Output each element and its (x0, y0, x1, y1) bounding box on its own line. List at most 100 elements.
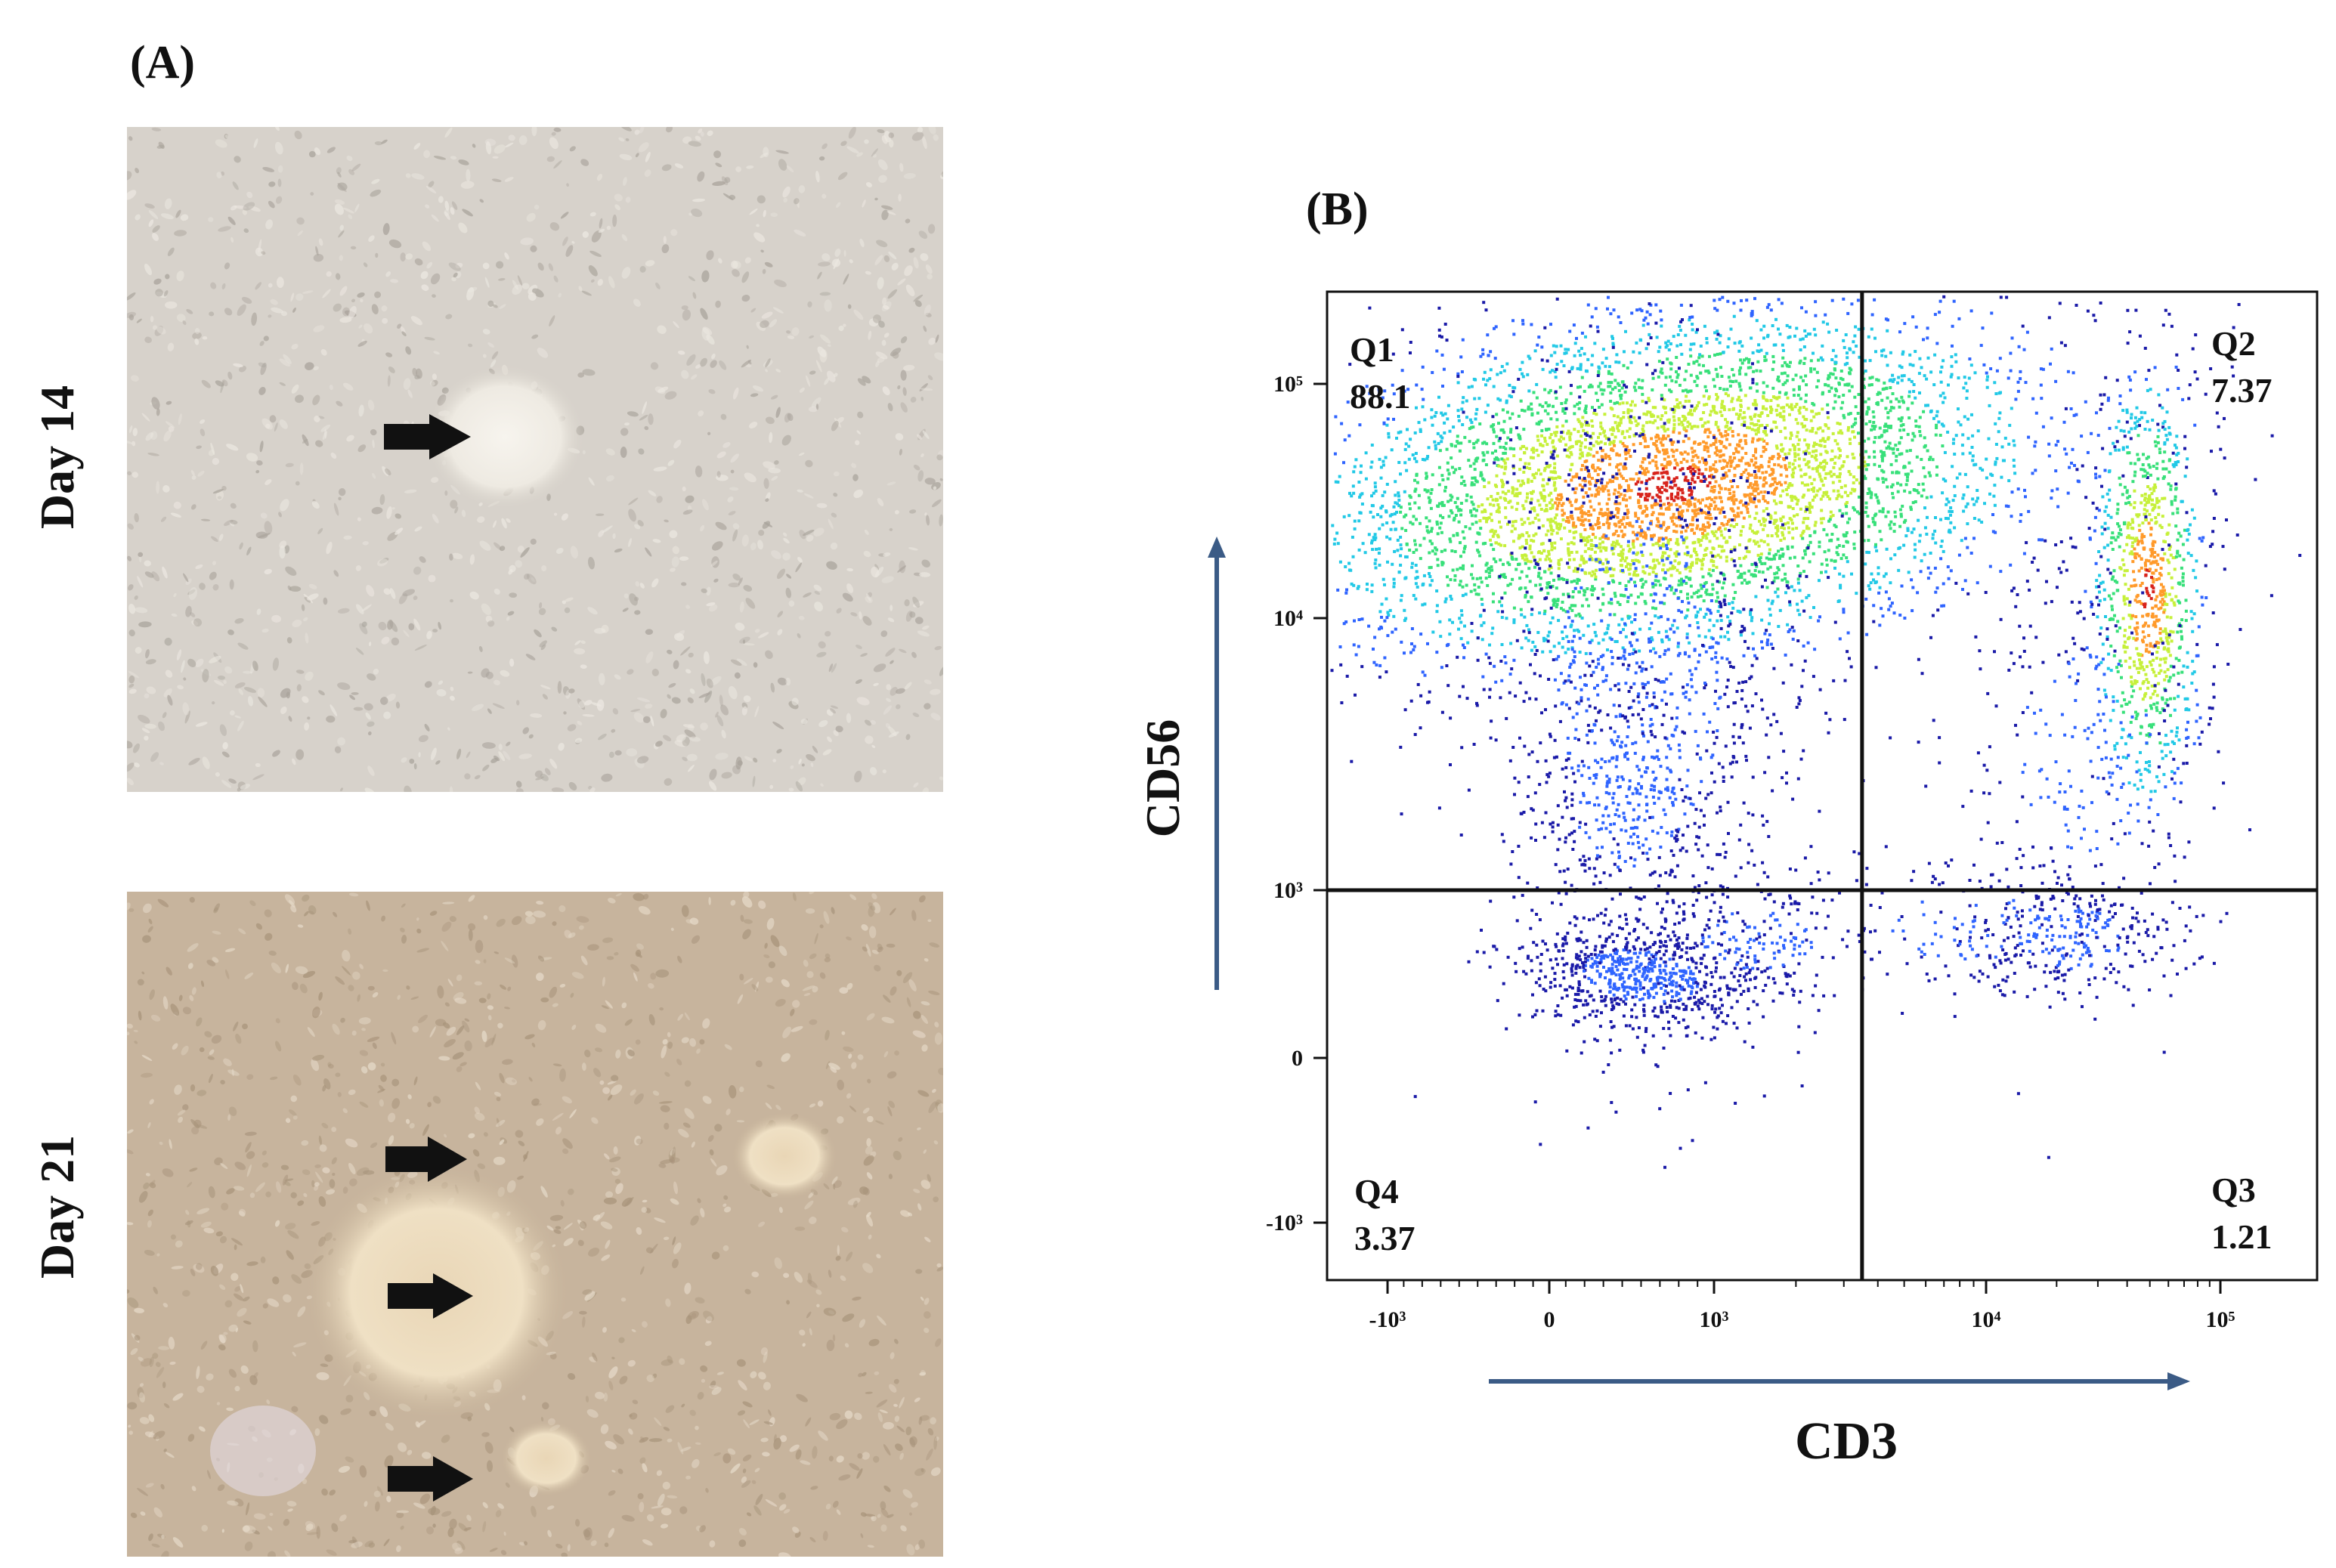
event-dot (1693, 505, 1697, 509)
event-dot (1843, 363, 1847, 366)
event-dot (1951, 441, 1955, 445)
event-dot (1574, 487, 1578, 490)
event-dot (1769, 410, 1772, 413)
event-dot (1976, 429, 1980, 433)
event-dot (1557, 522, 1561, 526)
event-dot (1693, 512, 1697, 515)
event-dot (1853, 395, 1857, 399)
event-dot (1924, 404, 1928, 407)
event-dot (1478, 422, 1482, 425)
event-dot (2028, 588, 2031, 592)
event-dot (1779, 415, 1783, 419)
event-dot (1601, 456, 1604, 459)
event-dot (1821, 391, 1824, 394)
event-dot (2054, 543, 2058, 546)
event-dot (1733, 342, 1737, 345)
event-dot (1338, 560, 1342, 564)
event-dot (1652, 533, 1656, 537)
event-dot (1449, 716, 1453, 720)
event-dot (1769, 308, 1773, 312)
event-dot (1898, 546, 1901, 549)
event-dot (1786, 364, 1790, 368)
event-dot (1490, 425, 1493, 428)
event-dot (1447, 515, 1451, 518)
event-dot (1564, 419, 1568, 423)
event-dot (1643, 457, 1647, 461)
event-dot (1752, 402, 1756, 406)
event-dot (1880, 398, 1884, 402)
event-dot (1796, 602, 1799, 606)
event-dot (1629, 360, 1633, 364)
event-dot (1604, 512, 1607, 515)
event-dot (1496, 464, 1499, 467)
event-dot (1699, 594, 1703, 598)
event-dot (1643, 571, 1647, 575)
event-dot (1537, 518, 1541, 522)
event-dot (1821, 494, 1825, 498)
event-dot (1696, 558, 1700, 561)
event-dot (1836, 442, 1839, 446)
event-dot (1858, 355, 1861, 359)
event-dot (1673, 405, 1677, 409)
event-dot (2006, 505, 2010, 509)
event-dot (2101, 447, 2105, 450)
event-dot (1743, 420, 1747, 424)
event-dot (1441, 515, 1445, 519)
event-dot (1545, 428, 1549, 431)
event-dot (1405, 469, 1409, 472)
event-dot (1422, 574, 1426, 577)
event-dot (1524, 462, 1527, 465)
event-dot (1403, 515, 1406, 518)
event-dot (1929, 370, 1933, 374)
event-dot (1587, 513, 1591, 517)
event-dot (1801, 531, 1805, 535)
event-dot (1641, 424, 1645, 428)
event-dot (1737, 417, 1740, 421)
event-dot (1518, 546, 1522, 550)
event-dot (1660, 414, 1664, 418)
event-dot (2016, 380, 2020, 384)
event-dot (2158, 404, 2161, 407)
event-dot (1697, 466, 1700, 470)
event-dot (1705, 403, 1709, 407)
event-dot (1651, 476, 1655, 480)
event-dot (1629, 478, 1632, 481)
event-dot (1512, 447, 1516, 451)
event-dot (1645, 310, 1649, 314)
event-dot (1710, 476, 1714, 480)
event-dot (1862, 377, 1866, 381)
event-dot (1545, 482, 1549, 486)
event-dot (1423, 418, 1427, 422)
event-dot (1625, 479, 1629, 483)
event-dot (1580, 505, 1584, 508)
event-dot (1774, 518, 1778, 522)
event-dot (1806, 332, 1810, 336)
event-dot (1965, 389, 1969, 393)
event-dot (1344, 591, 1348, 595)
event-dot (1790, 407, 1794, 410)
event-dot (1871, 517, 1875, 521)
event-dot (1864, 400, 1867, 404)
event-dot (1740, 344, 1744, 348)
event-dot (1345, 588, 1348, 592)
event-dot (1626, 614, 1630, 618)
event-dot (1501, 428, 1505, 431)
event-dot (1656, 503, 1660, 506)
event-dot (1876, 477, 1880, 481)
event-dot (1846, 428, 1850, 432)
event-dot (1610, 372, 1614, 376)
event-dot (1619, 321, 1623, 324)
event-dot (1364, 451, 1368, 455)
event-dot (1629, 524, 1632, 527)
event-dot (1747, 462, 1750, 465)
event-dot (1446, 477, 1450, 481)
event-dot (1548, 464, 1552, 468)
event-dot (1690, 413, 1694, 416)
event-dot (1738, 413, 1742, 416)
event-dot (1476, 549, 1480, 552)
event-dot (1974, 635, 1978, 639)
event-dot (1689, 409, 1693, 413)
event-dot (1688, 466, 1691, 470)
event-dot (1657, 630, 1660, 634)
event-dot (1748, 426, 1751, 430)
